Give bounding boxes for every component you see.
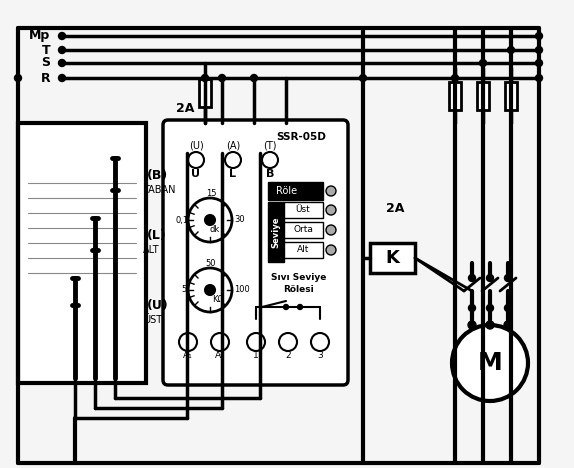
Text: (L): (L): [147, 228, 167, 241]
Circle shape: [486, 321, 494, 329]
FancyBboxPatch shape: [163, 120, 348, 385]
Circle shape: [201, 74, 208, 81]
Circle shape: [468, 321, 476, 329]
Circle shape: [205, 285, 215, 295]
Circle shape: [297, 305, 302, 309]
Text: K: K: [385, 249, 399, 267]
Text: Mp: Mp: [29, 29, 50, 43]
Text: Röle: Röle: [277, 186, 297, 196]
Circle shape: [504, 321, 512, 329]
Circle shape: [284, 305, 289, 309]
Circle shape: [262, 152, 278, 168]
Text: Seviye: Seviye: [272, 216, 281, 248]
Text: ÜST: ÜST: [143, 315, 162, 325]
Bar: [18, 123, 146, 383]
Circle shape: [211, 333, 229, 351]
Text: (T): (T): [263, 141, 277, 151]
Bar: [505, 82, 517, 110]
Circle shape: [505, 305, 511, 312]
Text: 2: 2: [285, 351, 291, 360]
Circle shape: [536, 74, 542, 81]
Circle shape: [536, 46, 542, 53]
Text: 30: 30: [235, 215, 245, 225]
Text: SSR-05D: SSR-05D: [276, 132, 326, 142]
Text: T: T: [41, 44, 50, 57]
Bar: [268, 182, 323, 200]
Circle shape: [188, 268, 232, 312]
Text: A₂: A₂: [215, 351, 225, 360]
Circle shape: [59, 46, 65, 53]
Circle shape: [326, 245, 336, 255]
Text: M: M: [478, 351, 502, 375]
Text: dk: dk: [210, 226, 220, 234]
Bar: [284, 242, 323, 258]
Text: Alt: Alt: [297, 246, 309, 255]
Circle shape: [468, 305, 475, 312]
Circle shape: [359, 74, 367, 81]
Text: 1: 1: [253, 351, 259, 360]
Bar: [268, 202, 284, 262]
Circle shape: [14, 74, 21, 81]
Text: S: S: [41, 57, 50, 70]
Text: 2A: 2A: [176, 102, 194, 115]
Circle shape: [188, 198, 232, 242]
Circle shape: [59, 74, 65, 81]
Circle shape: [188, 152, 204, 168]
Circle shape: [326, 225, 336, 235]
Text: L: L: [230, 169, 236, 179]
Text: 3: 3: [317, 351, 323, 360]
Text: KΩ: KΩ: [212, 295, 224, 305]
Circle shape: [326, 186, 336, 196]
Circle shape: [487, 275, 494, 281]
Text: U: U: [192, 169, 200, 179]
Circle shape: [250, 74, 258, 81]
Circle shape: [311, 333, 329, 351]
Circle shape: [205, 215, 215, 225]
Text: 5: 5: [181, 285, 187, 294]
Text: Orta: Orta: [293, 226, 313, 234]
Circle shape: [487, 305, 494, 312]
Text: 15: 15: [205, 190, 216, 198]
Text: (U): (U): [147, 299, 169, 312]
Bar: [449, 82, 461, 110]
Text: (A): (A): [226, 141, 240, 151]
Circle shape: [452, 325, 528, 401]
Bar: [284, 202, 323, 218]
Text: (U): (U): [189, 141, 203, 151]
Text: R: R: [40, 72, 50, 85]
Text: 100: 100: [234, 285, 250, 294]
Text: (B): (B): [147, 168, 168, 182]
Circle shape: [59, 32, 65, 39]
Circle shape: [479, 59, 487, 66]
Text: 50: 50: [205, 259, 216, 269]
Circle shape: [279, 333, 297, 351]
Circle shape: [536, 59, 542, 66]
Bar: [284, 222, 323, 238]
Circle shape: [468, 275, 475, 281]
Bar: [370, 243, 415, 273]
Bar: [477, 82, 489, 110]
Circle shape: [247, 333, 265, 351]
Circle shape: [59, 59, 65, 66]
Circle shape: [326, 205, 336, 215]
Circle shape: [507, 46, 514, 53]
Circle shape: [536, 32, 542, 39]
Text: B: B: [266, 169, 274, 179]
Circle shape: [225, 152, 241, 168]
Circle shape: [505, 275, 511, 281]
Circle shape: [452, 74, 459, 81]
Text: TABAN: TABAN: [143, 185, 176, 195]
Text: ALT: ALT: [143, 245, 160, 255]
Text: 0,1: 0,1: [176, 215, 189, 225]
Text: Sıvı Seviye: Sıvı Seviye: [272, 273, 327, 283]
Circle shape: [179, 333, 197, 351]
Circle shape: [219, 74, 226, 81]
Text: Rölesi: Rölesi: [284, 285, 315, 294]
Bar: [199, 79, 211, 107]
Text: A₁: A₁: [183, 351, 193, 360]
Text: 2A: 2A: [386, 202, 404, 214]
Text: Üst: Üst: [296, 205, 311, 214]
